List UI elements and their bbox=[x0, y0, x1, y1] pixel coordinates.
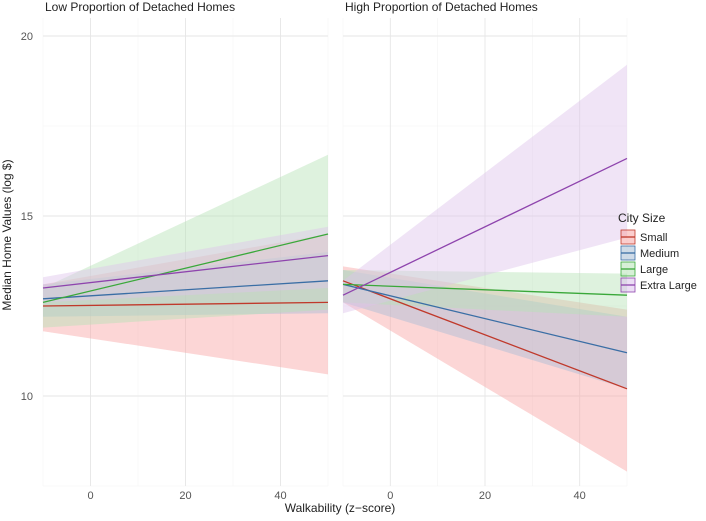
line-small bbox=[342, 280, 628, 390]
legend-label: Medium bbox=[640, 248, 679, 260]
legend-label: Small bbox=[640, 232, 668, 244]
y-tick-label: 10 bbox=[21, 391, 33, 403]
line-small bbox=[42, 301, 329, 307]
line-extra-large bbox=[342, 157, 628, 296]
x-axis-title: Walkability (z−score) bbox=[285, 501, 396, 515]
y-tick-label: 20 bbox=[21, 31, 33, 43]
ribbon-small bbox=[343, 266, 627, 472]
y-tick-label: 15 bbox=[21, 211, 33, 223]
legend-title: City Size bbox=[618, 211, 666, 225]
line-large bbox=[42, 233, 329, 304]
ribbon-large bbox=[43, 154, 328, 328]
legend-label: Large bbox=[640, 264, 668, 276]
ribbon-extra-large bbox=[343, 64, 627, 314]
panel-title: Low Proportion of Detached Homes bbox=[45, 0, 235, 14]
line-medium bbox=[342, 283, 628, 354]
panel-title: High Proportion of Detached Homes bbox=[345, 0, 538, 14]
line-large bbox=[342, 283, 628, 296]
panel-2: High Proportion of Detached Homes 0 20 40 bbox=[342, 0, 628, 502]
x-tick-label: 20 bbox=[479, 490, 491, 502]
panel-1: Low Proportion of Detached Homes 0 20 40 10 1… bbox=[21, 0, 329, 502]
x-tick-label: 40 bbox=[574, 490, 586, 502]
y-axis-title: Median Home Values (log $) bbox=[0, 159, 14, 310]
x-tick-label: 0 bbox=[387, 490, 393, 502]
x-tick-label: 40 bbox=[274, 490, 286, 502]
ribbon-medium bbox=[343, 270, 627, 389]
line-medium bbox=[42, 280, 329, 300]
ribbon-large bbox=[343, 270, 627, 317]
legend: City Size Small Medium Large Extra Large bbox=[618, 211, 697, 293]
ribbon-medium bbox=[43, 252, 328, 317]
x-tick-label: 20 bbox=[179, 490, 191, 502]
x-tick-label: 0 bbox=[87, 490, 93, 502]
ribbon-extra-large bbox=[43, 226, 328, 303]
legend-label: Extra Large bbox=[640, 280, 697, 292]
line-extra-large bbox=[42, 254, 329, 289]
legend-item-large: Large bbox=[620, 261, 668, 277]
legend-item-extra-large: Extra Large bbox=[620, 277, 697, 293]
legend-item-small: Small bbox=[620, 229, 668, 245]
legend-item-medium: Medium bbox=[620, 245, 679, 261]
